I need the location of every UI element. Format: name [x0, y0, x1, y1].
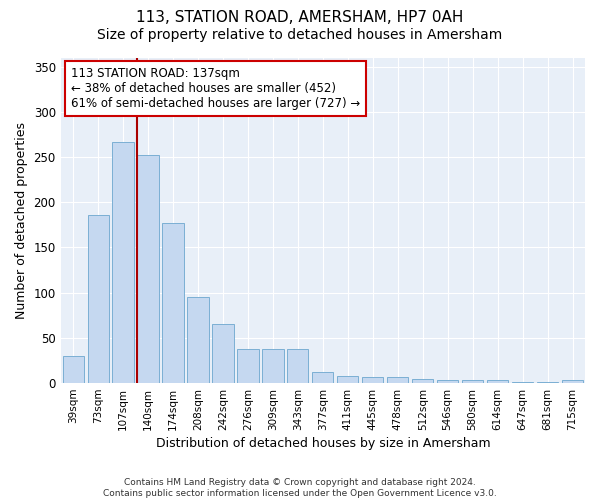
Text: 113 STATION ROAD: 137sqm
← 38% of detached houses are smaller (452)
61% of semi-: 113 STATION ROAD: 137sqm ← 38% of detach… [71, 68, 361, 110]
Text: Contains HM Land Registry data © Crown copyright and database right 2024.
Contai: Contains HM Land Registry data © Crown c… [103, 478, 497, 498]
Bar [487, 380, 508, 383]
Bar [437, 380, 458, 383]
Bar [562, 380, 583, 383]
Bar [262, 348, 284, 383]
Bar [362, 376, 383, 383]
Text: Size of property relative to detached houses in Amersham: Size of property relative to detached ho… [97, 28, 503, 42]
Y-axis label: Number of detached properties: Number of detached properties [15, 122, 28, 319]
Bar [212, 324, 233, 383]
Bar [88, 215, 109, 383]
Bar [412, 378, 433, 383]
Bar [387, 376, 409, 383]
Bar [163, 223, 184, 383]
Bar [137, 155, 158, 383]
Bar [462, 380, 483, 383]
Bar [187, 297, 209, 383]
Bar [112, 142, 134, 383]
Bar [312, 372, 334, 383]
Bar [512, 382, 533, 383]
Bar [62, 356, 84, 383]
Bar [238, 348, 259, 383]
Bar [537, 382, 558, 383]
Text: 113, STATION ROAD, AMERSHAM, HP7 0AH: 113, STATION ROAD, AMERSHAM, HP7 0AH [136, 10, 464, 25]
X-axis label: Distribution of detached houses by size in Amersham: Distribution of detached houses by size … [155, 437, 490, 450]
Bar [287, 348, 308, 383]
Bar [337, 376, 358, 383]
